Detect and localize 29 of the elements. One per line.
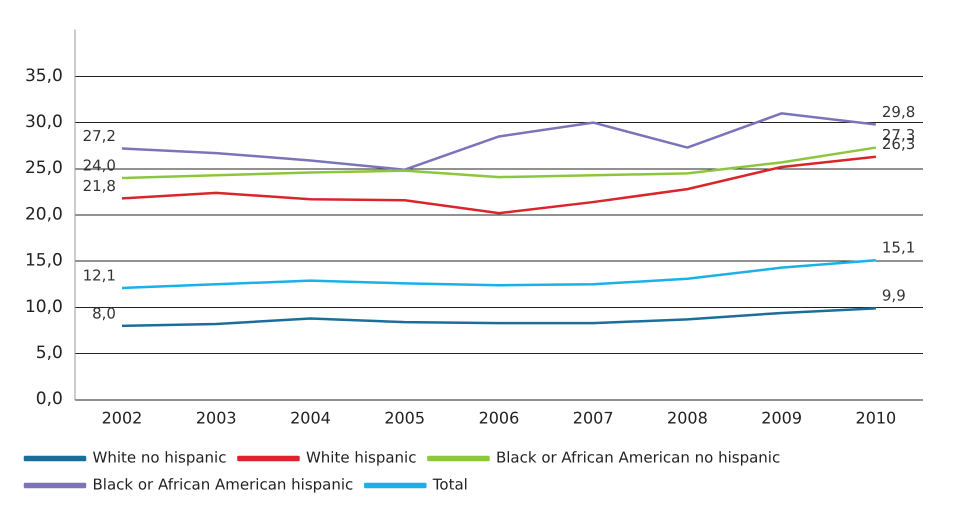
y-tick-label: 35,0 [24,66,63,86]
x-tick-label: 2003 [196,408,237,428]
data-label: 27,2 [82,126,116,145]
data-label: 29,8 [882,102,916,121]
y-tick-label: 0,0 [36,389,63,410]
x-tick-label: 2006 [478,408,520,428]
x-tick-label: 2005 [384,408,426,428]
y-tick-label: 20,0 [24,204,63,224]
data-label: 8,0 [92,304,116,322]
x-tick-label: 2004 [290,408,331,428]
y-tick-label: 25,0 [24,158,63,178]
x-tick-label: 2010 [856,408,896,428]
data-label: 12,1 [82,266,116,284]
y-tick-label: 10,0 [24,296,63,317]
legend-label: Black or African American hispanic [92,475,354,494]
x-tick-label: 2008 [667,408,708,428]
data-label: 21,8 [82,176,116,195]
legend-label: Black or African American no hispanic [496,448,780,466]
y-tick-label: 15,0 [24,250,63,271]
legend-label: White no hispanic [92,448,226,466]
y-tick-label: 30,0 [24,112,63,132]
legend-label: Total [432,475,468,494]
data-label: 9,9 [882,286,906,305]
x-tick-label: 2002 [102,408,142,428]
x-tick-label: 2007 [572,408,614,428]
y-tick-label: 5,0 [36,343,63,364]
data-label: 15,1 [882,238,916,257]
x-tick-label: 2009 [761,408,802,428]
legend-label: White hispanic [306,448,416,466]
